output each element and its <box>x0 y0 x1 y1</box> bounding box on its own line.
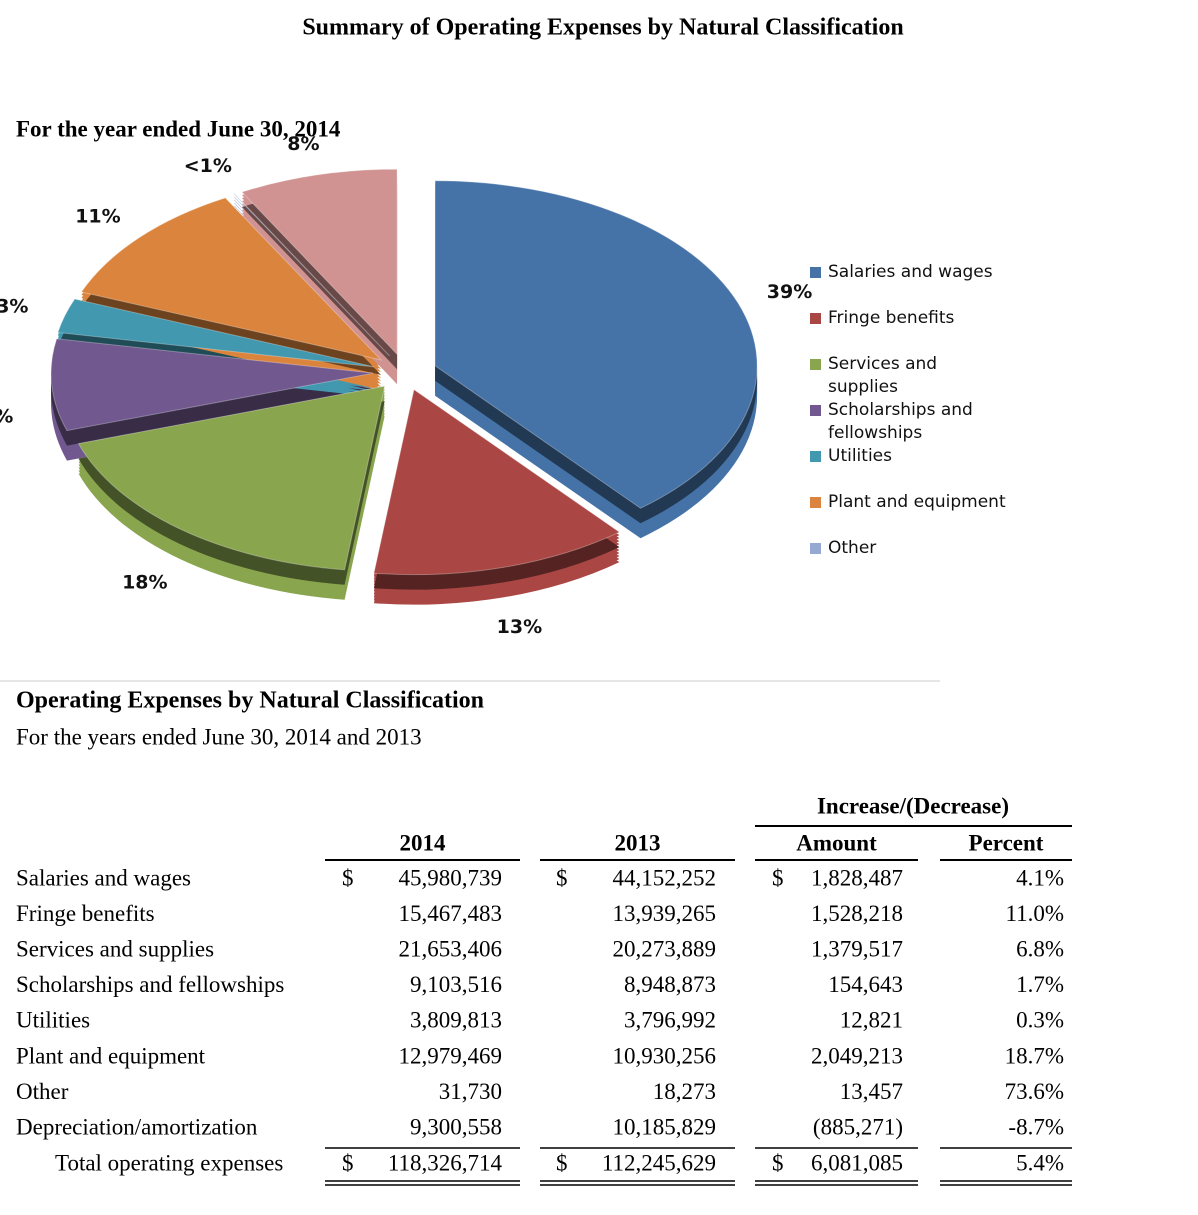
currency: $ <box>342 1150 354 1175</box>
legend-swatch <box>810 267 821 278</box>
cell: 1,379,517 <box>811 936 903 961</box>
legend-entry: Other <box>810 537 1010 560</box>
data-label: 3% <box>0 295 28 317</box>
row-label: Services and supplies <box>16 936 214 961</box>
legend-swatch <box>810 543 821 554</box>
cell: 10,930,256 <box>613 1043 717 1068</box>
legend-label: Services and supplies <box>828 354 938 397</box>
cell: 3,796,992 <box>624 1008 716 1033</box>
row-label: Plant and equipment <box>16 1043 206 1068</box>
legend-label: Other <box>828 538 877 558</box>
legend-label: Utilities <box>828 446 892 466</box>
legend-entry: Salaries and wages <box>810 261 1010 284</box>
slice <box>241 168 398 356</box>
cell: 9,300,558 <box>410 1114 502 1139</box>
slice <box>233 193 390 357</box>
cell: 0.3% <box>1016 1008 1064 1033</box>
column-header: Amount <box>796 830 877 855</box>
legend-swatch <box>810 313 821 324</box>
cell: 31,730 <box>439 1079 502 1104</box>
cell: 1.7% <box>1016 972 1064 997</box>
cell: 15,467,483 <box>399 901 503 926</box>
cell: 6,081,085 <box>811 1150 903 1175</box>
data-label: 8% <box>0 406 13 428</box>
column-header: 2014 <box>400 830 447 855</box>
currency: $ <box>772 865 784 890</box>
data-label: 13% <box>497 616 542 638</box>
legend-entry: Utilities <box>810 445 1010 468</box>
cell: 20,273,889 <box>613 936 717 961</box>
cell: 154,643 <box>828 972 903 997</box>
group-header: Increase/(Decrease) <box>817 793 1009 818</box>
data-label: 39% <box>767 281 812 303</box>
cell: 1,828,487 <box>811 865 903 890</box>
cell: 11.0% <box>1005 901 1064 926</box>
legend-swatch <box>810 359 821 370</box>
cell: 13,457 <box>840 1079 903 1104</box>
legend-entry: Scholarships and fellowships <box>810 399 1010 445</box>
legend-label: Scholarships and fellowships <box>828 400 973 443</box>
cell: 12,979,469 <box>399 1043 503 1068</box>
slice <box>80 197 383 361</box>
currency: $ <box>556 1150 568 1175</box>
cell: 10,185,829 <box>613 1114 717 1139</box>
cell: 21,653,406 <box>399 936 503 961</box>
cell: 112,245,629 <box>602 1150 716 1175</box>
data-label: 11% <box>75 205 120 227</box>
legend-entry: Fringe benefits <box>810 307 1010 330</box>
row-label: Total operating expenses <box>55 1150 283 1175</box>
currency: $ <box>772 1150 784 1175</box>
cell: 18.7% <box>1005 1043 1064 1068</box>
cell: 45,980,739 <box>399 865 503 890</box>
row-label: Salaries and wages <box>16 865 191 890</box>
cell: 5.4% <box>1016 1150 1064 1175</box>
slice <box>57 298 375 368</box>
cell: 1,528,218 <box>811 901 903 926</box>
cell: 4.1% <box>1016 865 1064 890</box>
table-title: Operating Expenses by Natural Classifica… <box>16 688 484 714</box>
cell: 73.6% <box>1005 1079 1064 1104</box>
data-label: <1% <box>184 155 232 177</box>
row-label: Depreciation/amortization <box>16 1114 258 1139</box>
cell: 13,939,265 <box>613 901 717 926</box>
cell: 2,049,213 <box>811 1043 903 1068</box>
table-subtitle: For the years ended June 30, 2014 and 20… <box>16 724 422 749</box>
row-label: Utilities <box>16 1008 90 1033</box>
chart-subtitle: For the year ended June 30, 2014 <box>16 116 341 141</box>
cell: -8.7% <box>1008 1114 1064 1139</box>
cell: 118,326,714 <box>388 1150 503 1175</box>
currency: $ <box>342 865 354 890</box>
cell: (885,271) <box>813 1114 903 1139</box>
slice <box>373 388 621 576</box>
slice <box>50 338 374 432</box>
legend-label: Fringe benefits <box>828 308 955 328</box>
cell: 6.8% <box>1016 936 1064 961</box>
cell: 8,948,873 <box>624 972 716 997</box>
legend-entry: Services and supplies <box>810 353 1010 399</box>
legend-swatch <box>810 405 821 416</box>
title: Summary of Operating Expenses by Natural… <box>302 15 903 41</box>
legend-entry: Plant and equipment <box>810 491 1010 514</box>
legend-label: Salaries and wages <box>828 262 993 282</box>
legend-swatch <box>810 451 821 462</box>
slice <box>434 180 758 509</box>
row-label: Other <box>16 1079 69 1104</box>
column-header: 2013 <box>615 830 661 855</box>
legend-swatch <box>810 497 821 508</box>
legend-label: Plant and equipment <box>828 492 1006 512</box>
row-label: Scholarships and fellowships <box>16 972 284 997</box>
cell: 44,152,252 <box>613 865 717 890</box>
cell: 3,809,813 <box>410 1008 502 1033</box>
cell: 12,821 <box>840 1008 903 1033</box>
cell: 9,103,516 <box>410 972 502 997</box>
data-label: 8% <box>287 133 319 155</box>
data-label: 18% <box>122 572 167 594</box>
currency: $ <box>556 865 568 890</box>
cell: 18,273 <box>653 1079 716 1104</box>
row-label: Fringe benefits <box>16 901 155 926</box>
column-header: Percent <box>969 830 1044 855</box>
slice <box>77 385 386 571</box>
